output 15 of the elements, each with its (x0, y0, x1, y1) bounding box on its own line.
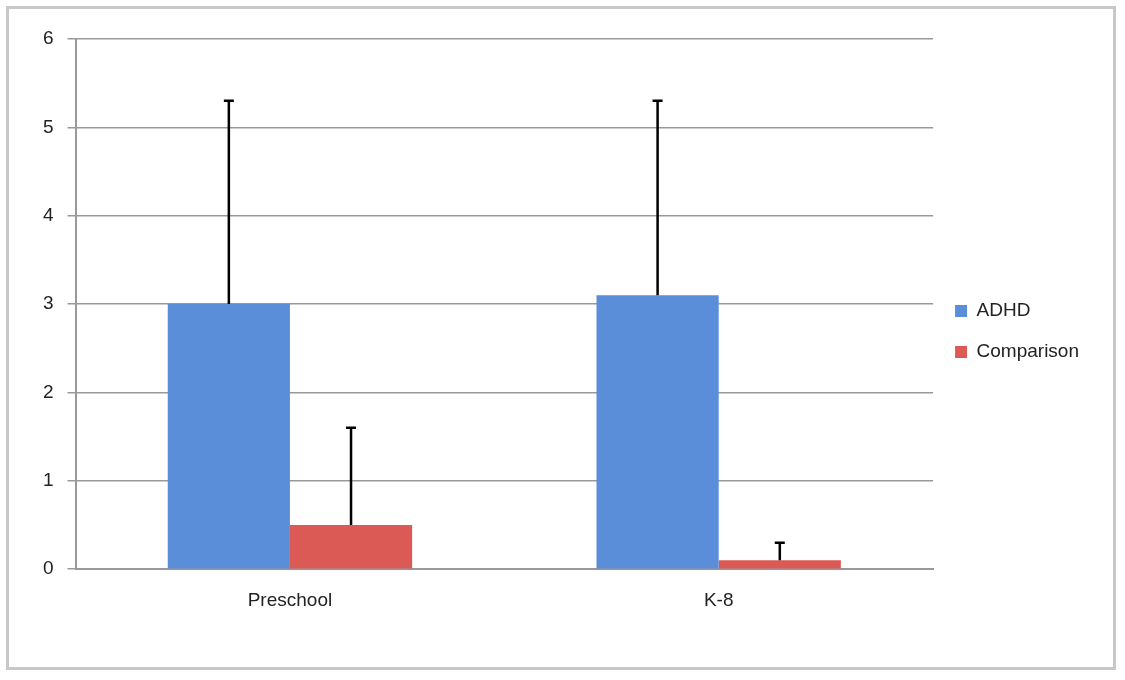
x-tick-label: Preschool (247, 588, 333, 610)
bar (289, 525, 413, 569)
y-tick-label: 5 (42, 115, 54, 137)
legend-label: Comparison (976, 340, 1080, 362)
legend-label: ADHD (976, 299, 1031, 321)
bar (718, 560, 841, 569)
y-tick-label: 0 (42, 557, 54, 579)
y-tick-label: 4 (42, 203, 54, 225)
y-tick-label: 2 (42, 380, 54, 402)
y-tick-label: 3 (42, 292, 54, 314)
bar (596, 295, 719, 569)
y-tick-label: 6 (42, 27, 54, 49)
x-tick-label: K-8 (703, 588, 734, 610)
y-tick-label: 1 (42, 469, 54, 491)
bar (167, 304, 290, 569)
